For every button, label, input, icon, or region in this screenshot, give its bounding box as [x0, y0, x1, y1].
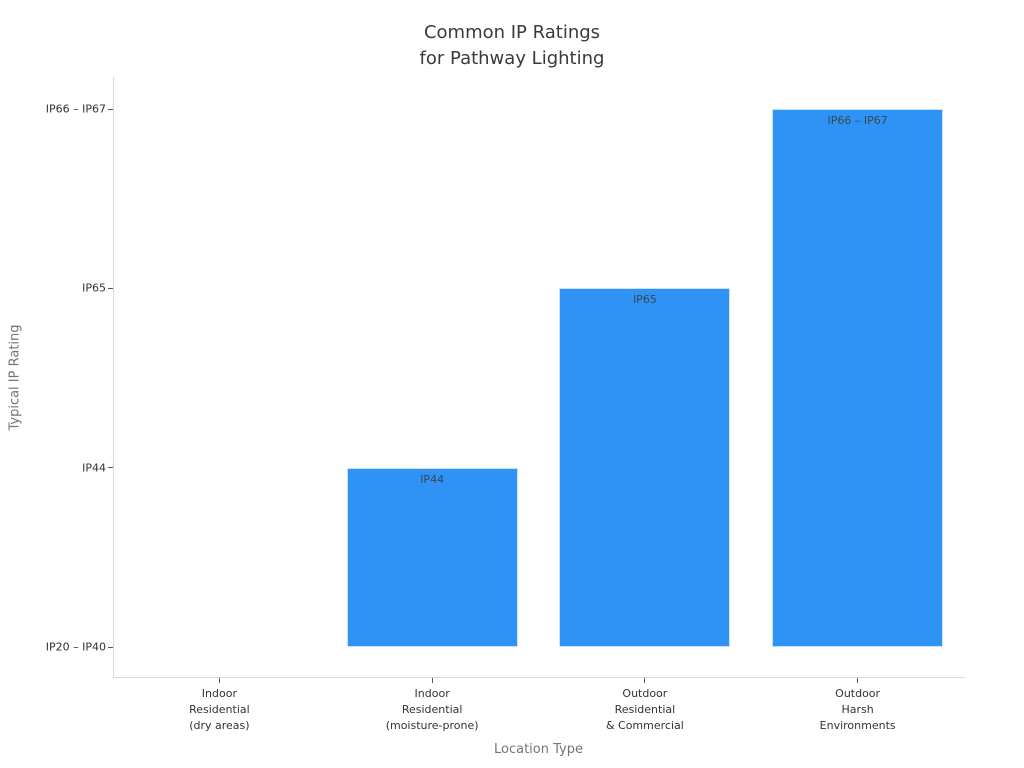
x-tick-label: Indoor Residential (dry areas)	[189, 687, 250, 732]
y-tick-label: IP65	[82, 281, 106, 295]
bar-value-label: IP66 – IP67	[827, 114, 888, 127]
x-tick-label: Outdoor Residential & Commercial	[605, 687, 684, 732]
x-tick-label: Indoor Residential (moisture-prone)	[385, 687, 479, 732]
y-tick-label: IP20 – IP40	[45, 640, 106, 654]
y-tick-mark	[108, 646, 113, 648]
chart-title-line-1: Common IP Ratings	[423, 22, 601, 43]
chart-title-line-2: for Pathway Lighting	[419, 48, 605, 69]
y-tick-mark	[108, 287, 113, 289]
y-tick-label: IP66 – IP67	[45, 102, 106, 116]
x-tick-label: Outdoor Harsh Environments	[819, 687, 896, 732]
x-tick-mark	[857, 678, 859, 683]
bar	[772, 109, 944, 647]
y-axis-label: Typical IP Rating	[7, 324, 23, 431]
x-tick-mark	[431, 678, 433, 683]
x-tick-mark	[644, 678, 646, 683]
bar	[559, 288, 731, 647]
bar-value-label: IP65	[632, 293, 657, 307]
bar-value-label: IP44	[420, 472, 445, 486]
y-tick-mark	[108, 467, 113, 469]
y-tick-label: IP44	[82, 461, 106, 475]
chart-title: Common IP Ratings for Pathway Lighting	[0, 20, 1024, 72]
bar	[346, 467, 518, 647]
y-tick-mark	[108, 108, 113, 110]
x-tick-mark	[218, 678, 220, 683]
plot-area	[113, 77, 965, 678]
x-axis-label: Location Type	[494, 742, 583, 757]
